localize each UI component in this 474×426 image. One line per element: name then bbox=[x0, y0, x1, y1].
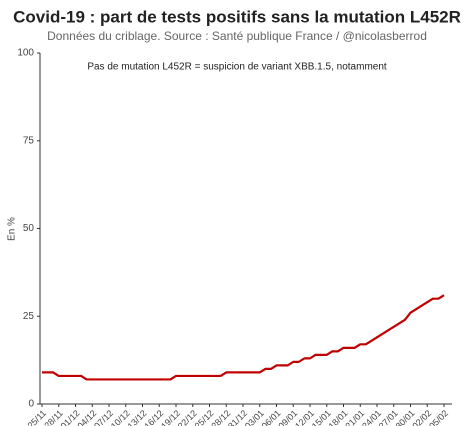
y-tick-label: 100 bbox=[17, 48, 34, 59]
y-axis-label: En % bbox=[7, 217, 18, 241]
chart-title: Covid-19 : part de tests positifs sans l… bbox=[13, 7, 461, 26]
annotation: Pas de mutation L452R = suspicion de var… bbox=[87, 62, 387, 73]
y-tick-label: 50 bbox=[23, 223, 35, 234]
chart-subtitle: Données du criblage. Source : Santé publ… bbox=[47, 29, 427, 43]
y-tick-label: 25 bbox=[23, 311, 35, 322]
y-tick-label: 0 bbox=[28, 399, 34, 410]
y-tick-label: 75 bbox=[23, 135, 35, 146]
data-line bbox=[42, 294, 445, 381]
